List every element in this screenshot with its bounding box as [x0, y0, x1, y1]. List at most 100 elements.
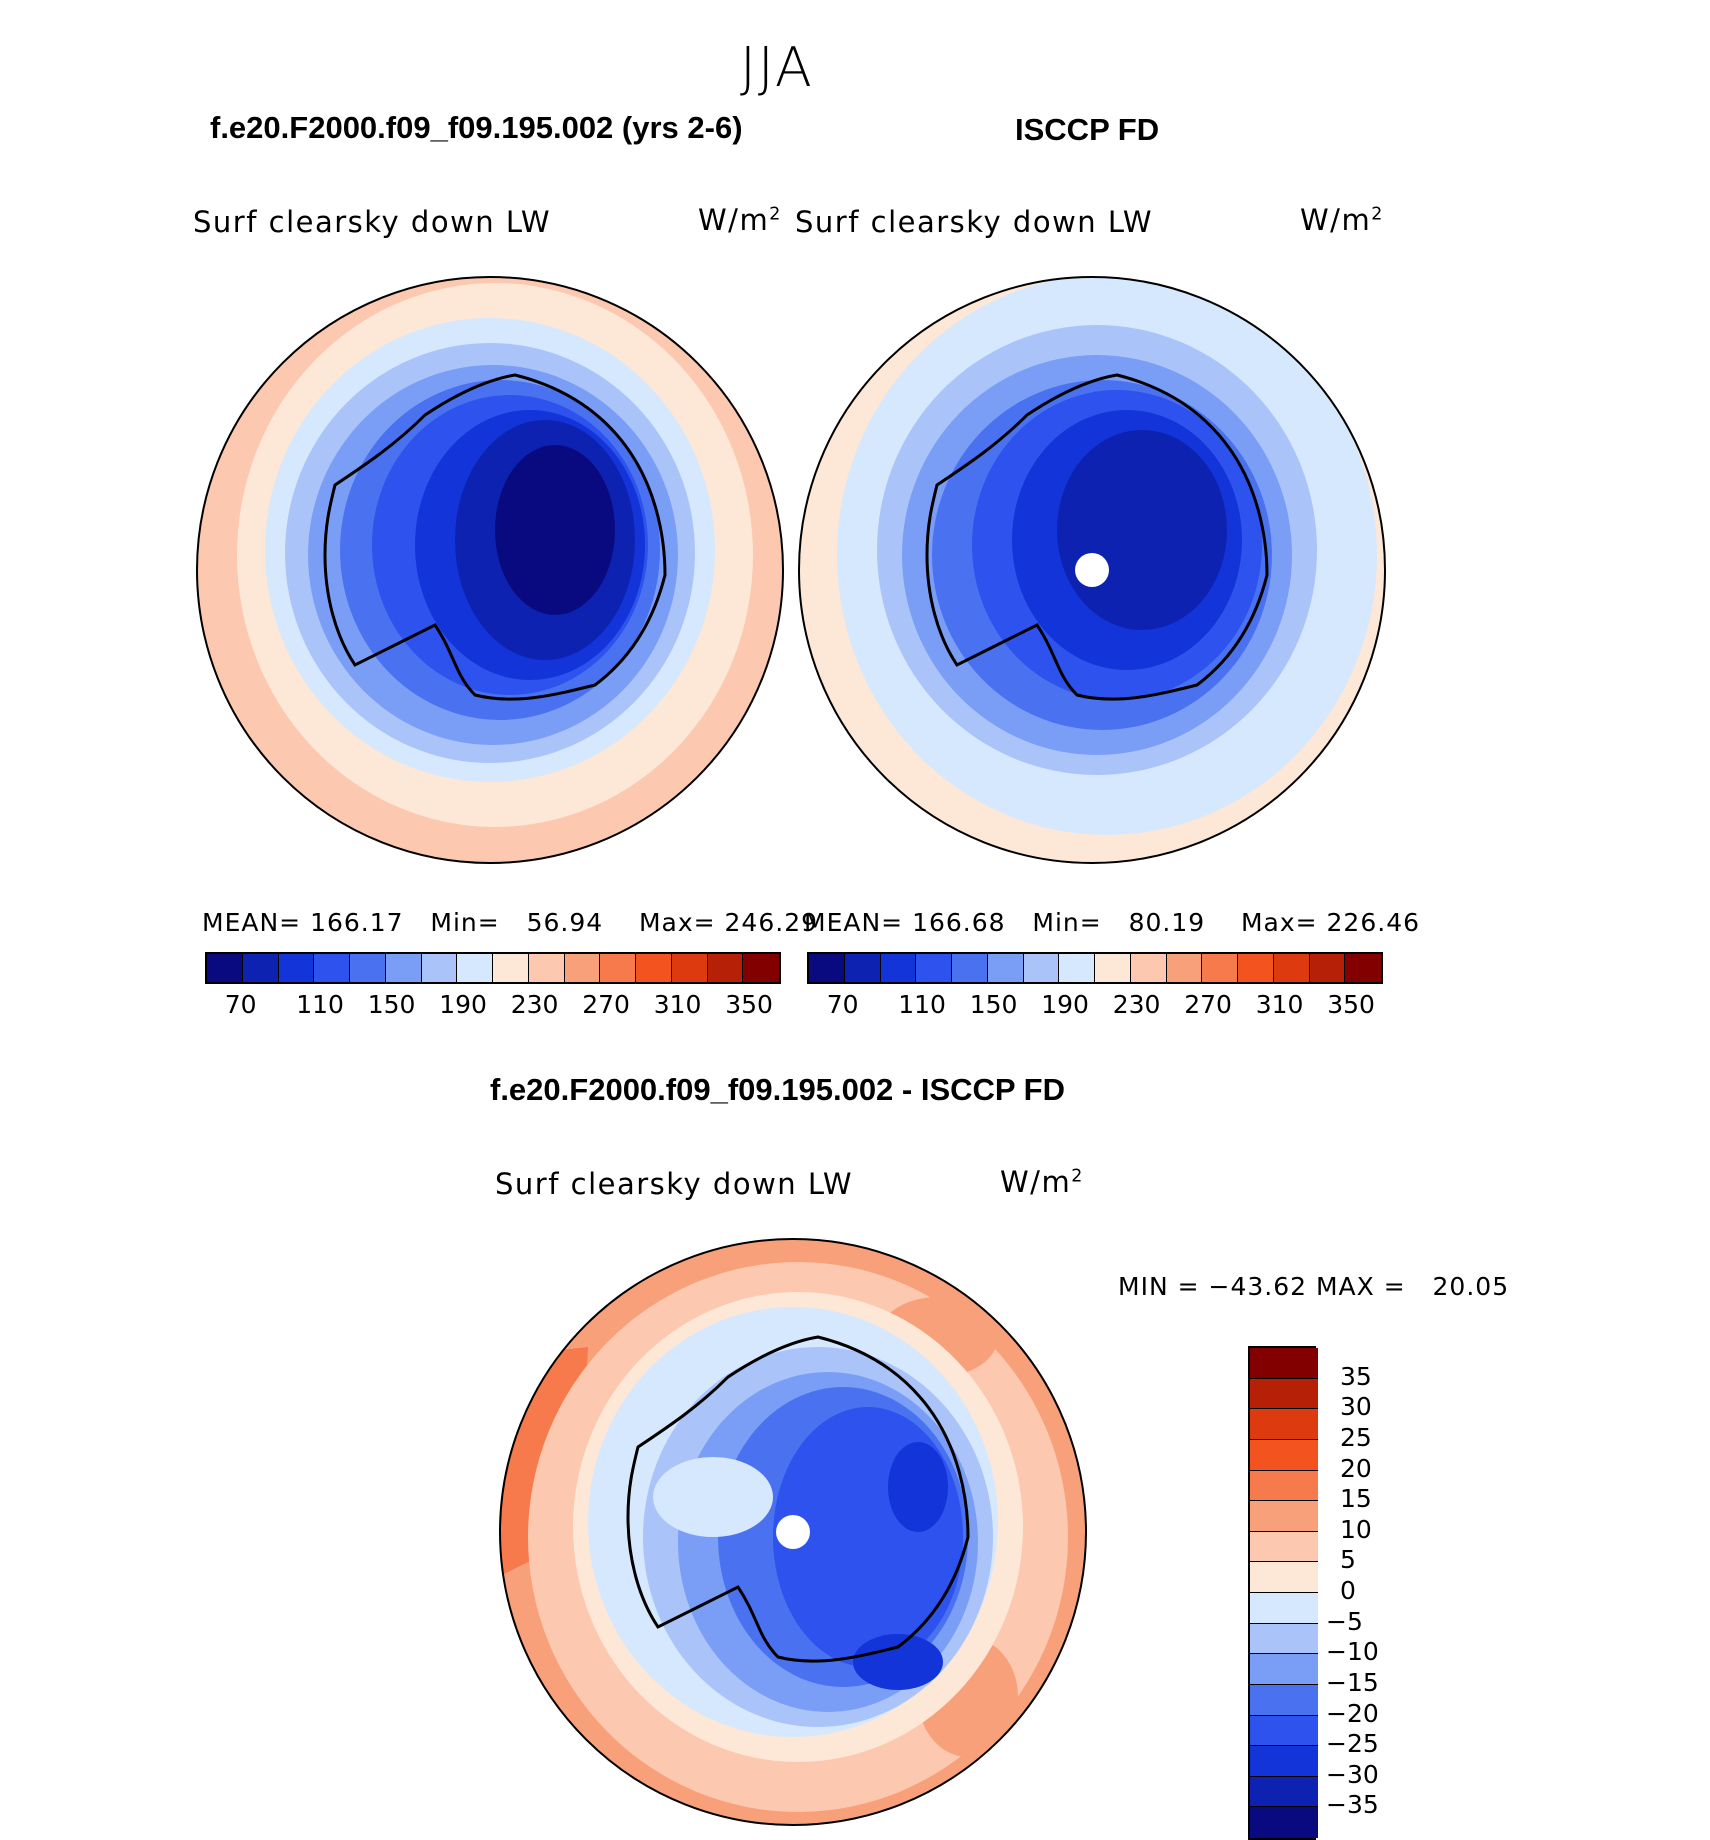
model-min-label: Min=: [430, 908, 500, 937]
obs-stats: MEAN= 166.68 Min= 80.19 Max= 226.46: [804, 908, 1420, 937]
obs-colorbar-tick-label: 270: [1184, 990, 1232, 1019]
obs-colorbar-swatch: [1345, 954, 1381, 982]
obs-colorbar-swatch: [1273, 954, 1310, 982]
diff-colorbar-swatch: [1250, 1562, 1318, 1593]
diff-colorbar: [1248, 1346, 1318, 1840]
model-mean: 166.17: [310, 908, 404, 937]
model-colorbar-swatch: [493, 954, 529, 982]
model-colorbar-tick-label: 270: [582, 990, 630, 1019]
diff-colorbar-tick-label: 30: [1340, 1392, 1372, 1422]
model-colorbar-swatch: [385, 954, 422, 982]
diff-colorbar-swatch: [1250, 1776, 1318, 1808]
model-min: 56.94: [526, 908, 604, 937]
diff-colorbar-tick-label: 10: [1340, 1514, 1372, 1544]
model-colorbar-tick-label: 350: [725, 990, 773, 1019]
obs-polar-map: [798, 276, 1386, 864]
diff-colorbar-tick-label: −10: [1326, 1637, 1379, 1667]
diff-colorbar-swatch: [1250, 1378, 1318, 1410]
obs-colorbar-swatch: [1095, 954, 1131, 982]
diff-colorbar-swatch: [1250, 1715, 1318, 1747]
obs-colorbar-tick-label: 190: [1041, 990, 1089, 1019]
obs-colorbar-swatch: [952, 954, 988, 982]
obs-colorbar-tick-label: 310: [1255, 990, 1304, 1019]
model-colorbar-swatch: [207, 954, 243, 982]
diff-colorbar-swatch: [1250, 1654, 1318, 1685]
diff-colorbar-tick-label: 15: [1340, 1484, 1372, 1514]
model-colorbar: [205, 952, 781, 984]
obs-colorbar-tick-label: 230: [1112, 990, 1161, 1019]
diff-colorbar-swatch: [1250, 1348, 1318, 1379]
model-mean-label: MEAN=: [202, 908, 302, 937]
diff-colorbar-tick-label: −5: [1326, 1606, 1363, 1636]
model-max: 246.29: [724, 908, 819, 937]
diff-units-label: W/m2: [1000, 1165, 1084, 1199]
obs-colorbar-swatch: [1130, 954, 1167, 982]
model-colorbar-swatch: [457, 954, 493, 982]
obs-mean-label: MEAN=: [804, 908, 904, 937]
diff-minmax: MIN = −43.62 MAX = 20.05: [1118, 1272, 1509, 1301]
obs-colorbar-swatch: [1059, 954, 1095, 982]
diff-title: f.e20.F2000.f09_f09.195.002 - ISCCP FD: [490, 1072, 1065, 1107]
obs-colorbar-swatch: [880, 954, 917, 982]
model-colorbar-tick-label: 110: [296, 990, 344, 1019]
obs-colorbar-tick-label: 150: [969, 990, 1018, 1019]
model-colorbar-tick-label: 150: [367, 990, 416, 1019]
model-colorbar-tick-label: 310: [653, 990, 702, 1019]
obs-colorbar-swatch: [1309, 954, 1346, 982]
model-colorbar-swatch: [636, 954, 672, 982]
diff-colorbar-tick-label: −35: [1326, 1790, 1379, 1820]
diff-colorbar-tick-label: −25: [1326, 1729, 1379, 1759]
obs-colorbar-swatch: [1202, 954, 1238, 982]
model-polar-map: [196, 276, 784, 864]
obs-colorbar-swatch: [844, 954, 881, 982]
obs-colorbar-ticks: 70 110 150 190 230 270 310 350: [807, 990, 1383, 1020]
obs-case-title: ISCCP FD: [1015, 112, 1160, 147]
obs-colorbar: [807, 952, 1383, 984]
obs-units-label: W/m2: [1300, 203, 1384, 237]
model-stats: MEAN= 166.17 Min= 56.94 Max= 246.29: [202, 908, 818, 937]
model-colorbar-swatch: [528, 954, 565, 982]
diff-colorbar-swatch: [1250, 1746, 1318, 1777]
diff-colorbar-tick-label: −15: [1326, 1667, 1379, 1697]
season-title: JJA: [740, 36, 814, 99]
obs-variable-label: Surf clearsky down LW: [795, 205, 1154, 239]
obs-colorbar-swatch: [987, 954, 1024, 982]
diff-colorbar-tick-label: −20: [1326, 1698, 1379, 1728]
model-colorbar-swatch: [242, 954, 279, 982]
obs-min-label: Min=: [1032, 908, 1102, 937]
diff-colorbar-swatch: [1250, 1623, 1318, 1655]
model-colorbar-tick-label: 70: [224, 990, 257, 1019]
diff-min: −43.62: [1208, 1272, 1308, 1301]
diff-colorbar-tick-label: 35: [1340, 1361, 1372, 1391]
diff-colorbar-swatch: [1250, 1409, 1318, 1440]
model-colorbar-swatch: [314, 954, 350, 982]
obs-colorbar-tick-label: 70: [826, 990, 859, 1019]
model-colorbar-swatch: [707, 954, 744, 982]
obs-max-label: Max=: [1240, 908, 1318, 937]
obs-max: 226.46: [1326, 908, 1421, 937]
diff-colorbar-swatch: [1250, 1684, 1318, 1716]
model-variable-label: Surf clearsky down LW: [193, 205, 552, 239]
diff-colorbar-swatch: [1250, 1593, 1318, 1624]
obs-colorbar-swatch: [809, 954, 845, 982]
model-colorbar-swatch: [743, 954, 779, 982]
diff-polar-map: [499, 1238, 1087, 1826]
diff-max-label: MAX =: [1315, 1272, 1406, 1301]
model-colorbar-swatch: [671, 954, 708, 982]
obs-colorbar-swatch: [1166, 954, 1203, 982]
obs-colorbar-swatch: [1023, 954, 1060, 982]
model-colorbar-swatch: [421, 954, 458, 982]
model-units-label: W/m2: [698, 203, 782, 237]
obs-colorbar-swatch: [916, 954, 952, 982]
obs-colorbar-tick-label: 350: [1327, 990, 1375, 1019]
model-colorbar-swatch: [278, 954, 315, 982]
model-colorbar-swatch: [564, 954, 601, 982]
diff-colorbar-swatch: [1250, 1470, 1318, 1502]
diff-colorbar-swatch: [1250, 1531, 1318, 1563]
model-colorbar-ticks: 70 110 150 190 230 270 310 350: [205, 990, 781, 1020]
diff-colorbar-tick-label: 5: [1340, 1545, 1356, 1575]
model-colorbar-tick-label: 230: [510, 990, 559, 1019]
obs-min: 80.19: [1128, 908, 1206, 937]
obs-colorbar-tick-label: 110: [898, 990, 946, 1019]
diff-colorbar-tick-label: 20: [1340, 1453, 1372, 1483]
